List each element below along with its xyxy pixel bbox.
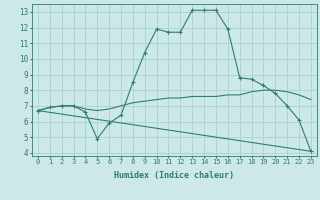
X-axis label: Humidex (Indice chaleur): Humidex (Indice chaleur) — [115, 171, 234, 180]
